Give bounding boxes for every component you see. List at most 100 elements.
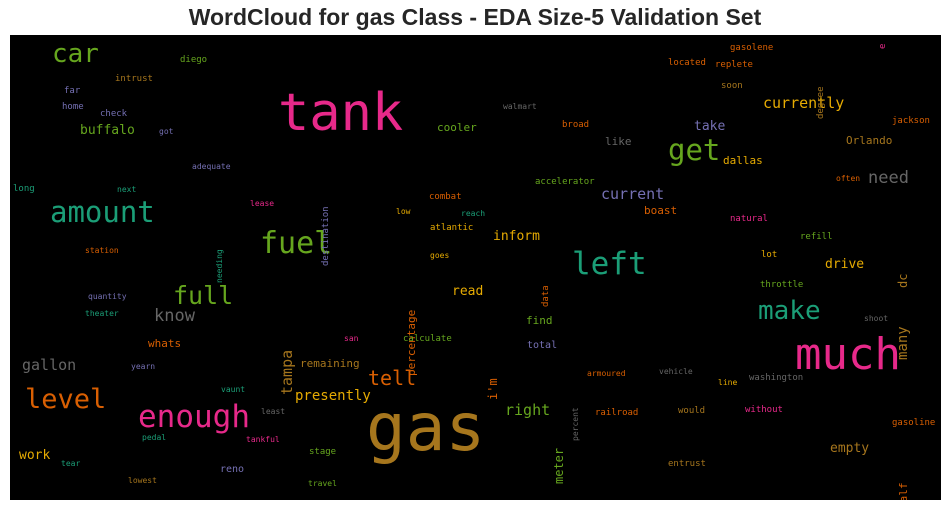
word-throttle: throttle: [760, 280, 804, 290]
word-car: car: [52, 39, 99, 69]
word-many: many: [895, 326, 911, 360]
word-stage: stage: [309, 447, 337, 457]
word-lot: lot: [761, 250, 778, 260]
word-degree: degree: [816, 86, 826, 120]
word-tampa: tampa: [278, 349, 296, 395]
word-inform: inform: [493, 229, 540, 244]
word-cooler: cooler: [437, 121, 477, 134]
word-reno: reno: [220, 464, 245, 475]
word-vehicle: vehicle: [659, 367, 693, 376]
word-cloud: tank gas much fuel amount left enough get car lev…: [10, 35, 941, 500]
word-check: check: [100, 109, 128, 119]
word-meter: meter: [552, 448, 566, 485]
word-presently: presently: [295, 388, 371, 404]
word-gasoline: gasoline: [892, 418, 936, 428]
word-combat: combat: [429, 192, 462, 202]
word-located: located: [668, 58, 706, 68]
word-lease: lease: [250, 199, 275, 208]
word-take: take: [694, 119, 726, 134]
word-buffalo: buffalo: [80, 123, 135, 138]
word-e: e: [878, 43, 888, 49]
word-lowest: lowest: [128, 476, 157, 485]
word-needing: needing: [215, 249, 224, 283]
word-quantity: quantity: [88, 292, 127, 301]
word-calculate: calculate: [403, 334, 452, 344]
word-remaining: remaining: [300, 357, 360, 370]
word-boast: boast: [644, 204, 678, 217]
word-vaunt: vaunt: [221, 385, 246, 394]
chart-title: WordCloud for gas Class - EDA Size-5 Val…: [188, 4, 762, 30]
word-find: find: [526, 314, 553, 327]
word-long: long: [13, 184, 35, 194]
word-i-m: i'm: [486, 378, 500, 401]
word-whats: whats: [148, 337, 182, 350]
word-travel: travel: [308, 479, 337, 488]
word-goes: goes: [430, 251, 450, 260]
word-accelerator: accelerator: [535, 177, 595, 187]
word-drive: drive: [825, 257, 865, 272]
word-tear: tear: [61, 459, 81, 468]
word-low: low: [396, 207, 411, 216]
word-home: home: [62, 102, 84, 112]
word-gallon: gallon: [22, 356, 77, 374]
word-san: san: [344, 334, 359, 343]
word-work: work: [19, 448, 51, 463]
word-total: total: [527, 340, 558, 351]
word-fuel: fuel: [260, 226, 333, 261]
word-often: often: [836, 174, 861, 183]
word-diego: diego: [180, 55, 208, 65]
word-need: need: [868, 168, 909, 188]
word-adequate: adequate: [192, 162, 231, 171]
word-tankful: tankful: [246, 435, 280, 444]
word-soon: soon: [721, 81, 743, 91]
word-get: get: [668, 133, 721, 167]
word-replete: replete: [715, 60, 753, 70]
word-right: right: [505, 401, 551, 419]
word-orlando: Orlando: [846, 134, 893, 147]
word-gasolene: gasolene: [730, 43, 774, 53]
word-station: station: [85, 246, 119, 255]
word-entrust: entrust: [668, 459, 706, 469]
word-currently: currently: [763, 94, 845, 112]
word-pedal: pedal: [142, 433, 167, 442]
word-empty: empty: [830, 441, 870, 456]
word-broad: broad: [562, 120, 590, 130]
word-railroad: railroad: [595, 408, 639, 418]
word-washington: washington: [749, 373, 804, 383]
word-make: make: [758, 296, 821, 326]
word-enough: enough: [138, 399, 250, 435]
word-like: like: [605, 135, 632, 148]
word-current: current: [601, 185, 665, 203]
word-next: next: [117, 185, 137, 194]
word-destination: destination: [321, 206, 331, 267]
word-much: much: [795, 329, 901, 380]
word-without: without: [745, 405, 783, 415]
word-percent: percent: [571, 407, 580, 441]
word-reach: reach: [461, 209, 486, 218]
word-got: got: [159, 127, 174, 136]
word-atlantic: atlantic: [430, 223, 474, 233]
word-dallas: dallas: [723, 154, 763, 167]
word-tell: tell: [368, 366, 417, 390]
word-data: data: [541, 285, 551, 308]
word-intrust: intrust: [115, 74, 153, 84]
word-amount: amount: [50, 195, 155, 229]
word-half: half: [897, 482, 910, 500]
word-would: would: [678, 406, 706, 416]
word-far: far: [64, 86, 81, 96]
word-theater: theater: [85, 309, 119, 318]
word-line: line: [718, 378, 738, 387]
word-gas: gas: [366, 389, 486, 466]
word-least: least: [261, 407, 286, 416]
word-jackson: jackson: [892, 116, 930, 126]
word-natural: natural: [730, 214, 768, 224]
word-walmart: walmart: [503, 102, 537, 111]
word-level: level: [25, 384, 107, 415]
word-armoured: armoured: [587, 369, 626, 378]
word-shoot: shoot: [864, 314, 889, 323]
word-dc: dc: [896, 273, 910, 288]
word-full: full: [173, 281, 234, 310]
word-know: know: [154, 306, 195, 326]
word-read: read: [452, 284, 484, 299]
word-refill: refill: [800, 232, 833, 242]
